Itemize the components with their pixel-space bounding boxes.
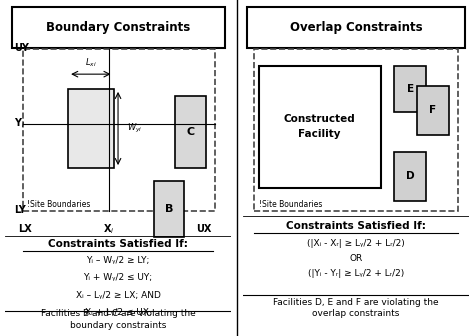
Text: OR: OR	[349, 254, 363, 263]
Text: Constraints Satisfied If:: Constraints Satisfied If:	[48, 239, 188, 249]
Bar	[155, 181, 184, 237]
Text: !Site Boundaries: !Site Boundaries	[27, 200, 91, 209]
Bar	[258, 66, 381, 188]
Text: UX: UX	[196, 224, 212, 234]
Text: $W_{yi}$: $W_{yi}$	[127, 122, 143, 135]
Text: Facilities D, E and F are violating the
overlap constraints: Facilities D, E and F are violating the …	[273, 298, 439, 318]
Text: C: C	[186, 127, 195, 137]
Text: E: E	[407, 84, 414, 94]
FancyBboxPatch shape	[247, 7, 465, 48]
Text: $L_{xi}$: $L_{xi}$	[85, 57, 97, 69]
Text: X$_i$: X$_i$	[103, 222, 115, 236]
Text: (|Xᵢ - Xᵣ| ≥ Lᵧ/2 + Lᵣ/2): (|Xᵢ - Xᵣ| ≥ Lᵧ/2 + Lᵣ/2)	[307, 239, 405, 248]
Text: B: B	[165, 204, 173, 214]
Text: (|Yᵢ - Yᵣ| ≥ Lᵧ/2 + Lᵣ/2): (|Yᵢ - Yᵣ| ≥ Lᵧ/2 + Lᵣ/2)	[308, 269, 404, 278]
Text: F: F	[429, 106, 437, 115]
Text: D: D	[406, 171, 415, 181]
FancyBboxPatch shape	[11, 7, 225, 48]
Text: UY: UY	[14, 43, 29, 53]
Text: Boundary Constraints: Boundary Constraints	[46, 20, 190, 34]
Bar	[394, 152, 426, 201]
Text: Yᵢ + Wᵧ/2 ≤ UY;: Yᵢ + Wᵧ/2 ≤ UY;	[83, 274, 153, 283]
Text: Y$_i$: Y$_i$	[14, 117, 25, 130]
Bar	[417, 86, 449, 135]
Bar	[68, 89, 113, 168]
Text: Constructed
Facility: Constructed Facility	[284, 115, 356, 139]
Text: Xᵢ – Lᵧ/2 ≥ LX; AND: Xᵢ – Lᵧ/2 ≥ LX; AND	[75, 291, 161, 300]
Text: Yᵢ – Wᵧ/2 ≥ LY;: Yᵢ – Wᵧ/2 ≥ LY;	[86, 256, 150, 265]
Text: Facilities B and C are violating the
boundary constraints: Facilities B and C are violating the bou…	[41, 309, 195, 330]
Bar	[394, 66, 426, 112]
Text: Overlap Constraints: Overlap Constraints	[290, 20, 422, 34]
Text: LY: LY	[14, 205, 26, 215]
Text: Constraints Satisfied If:: Constraints Satisfied If:	[286, 221, 426, 230]
Text: LX: LX	[18, 224, 32, 234]
Text: !Site Boundaries: !Site Boundaries	[258, 200, 322, 209]
Bar	[175, 95, 206, 168]
Text: Xᵢ + Lᵧ/2 ≤ UX.: Xᵢ + Lᵧ/2 ≤ UX.	[85, 308, 151, 317]
